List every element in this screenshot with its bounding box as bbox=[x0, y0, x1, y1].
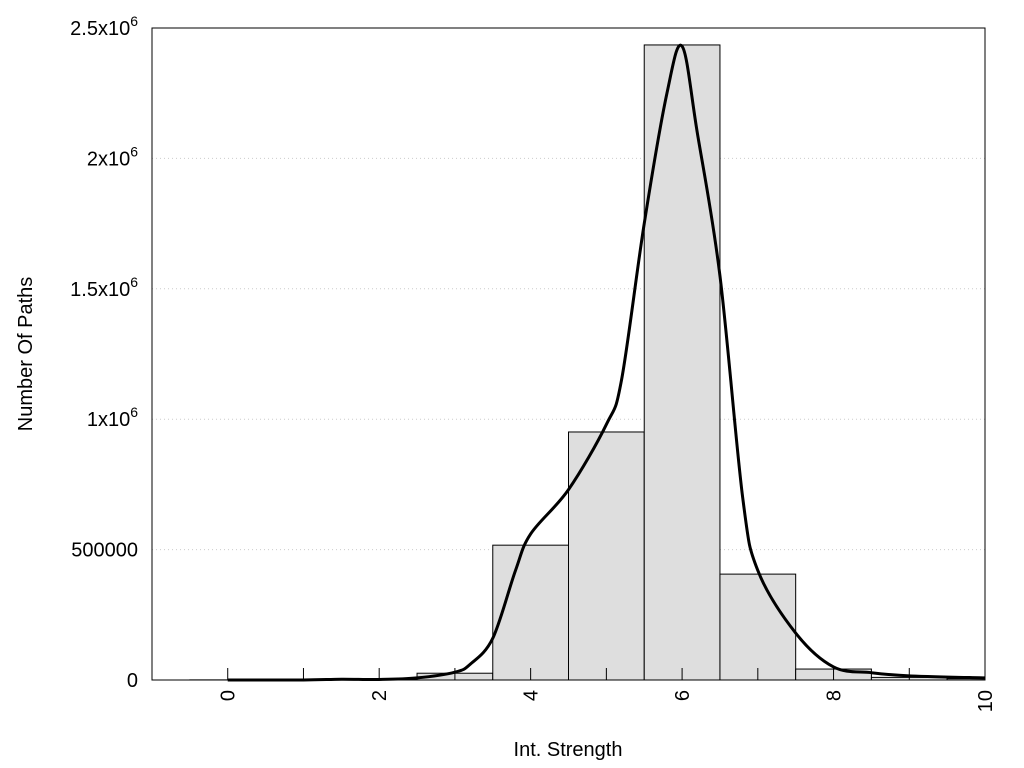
x-axis: 0 2 4 6 8 10 bbox=[218, 668, 997, 712]
x-tick-label: 6 bbox=[672, 690, 694, 701]
x-axis-label: Int. Strength bbox=[514, 739, 623, 761]
x-tick-label: 10 bbox=[975, 690, 997, 712]
y-tick-label: 1x106 bbox=[87, 404, 138, 431]
density-curve bbox=[227, 43, 986, 682]
x-tick-label: 4 bbox=[521, 690, 543, 701]
x-tick-label: 2 bbox=[369, 690, 391, 701]
y-axis-label: Number Of Paths bbox=[15, 277, 37, 432]
x-tick-label: 0 bbox=[218, 690, 240, 701]
y-tick-label: 2.5x106 bbox=[70, 13, 138, 40]
x-tick-label: 8 bbox=[824, 690, 846, 701]
y-tick-label: 2x106 bbox=[87, 143, 138, 170]
histogram-bar bbox=[492, 544, 570, 681]
y-tick-label: 500000 bbox=[71, 540, 138, 562]
bars bbox=[189, 44, 986, 681]
y-tick-label: 0 bbox=[127, 670, 138, 692]
y-axis: 0 500000 1x106 1.5x106 2x106 2.5x106 bbox=[70, 13, 138, 692]
plot-frame bbox=[151, 27, 986, 681]
histogram-bar bbox=[568, 431, 645, 681]
histogram-bar bbox=[643, 44, 721, 681]
y-tick-label: 1.5x106 bbox=[70, 274, 138, 301]
histogram-bar bbox=[719, 573, 797, 681]
